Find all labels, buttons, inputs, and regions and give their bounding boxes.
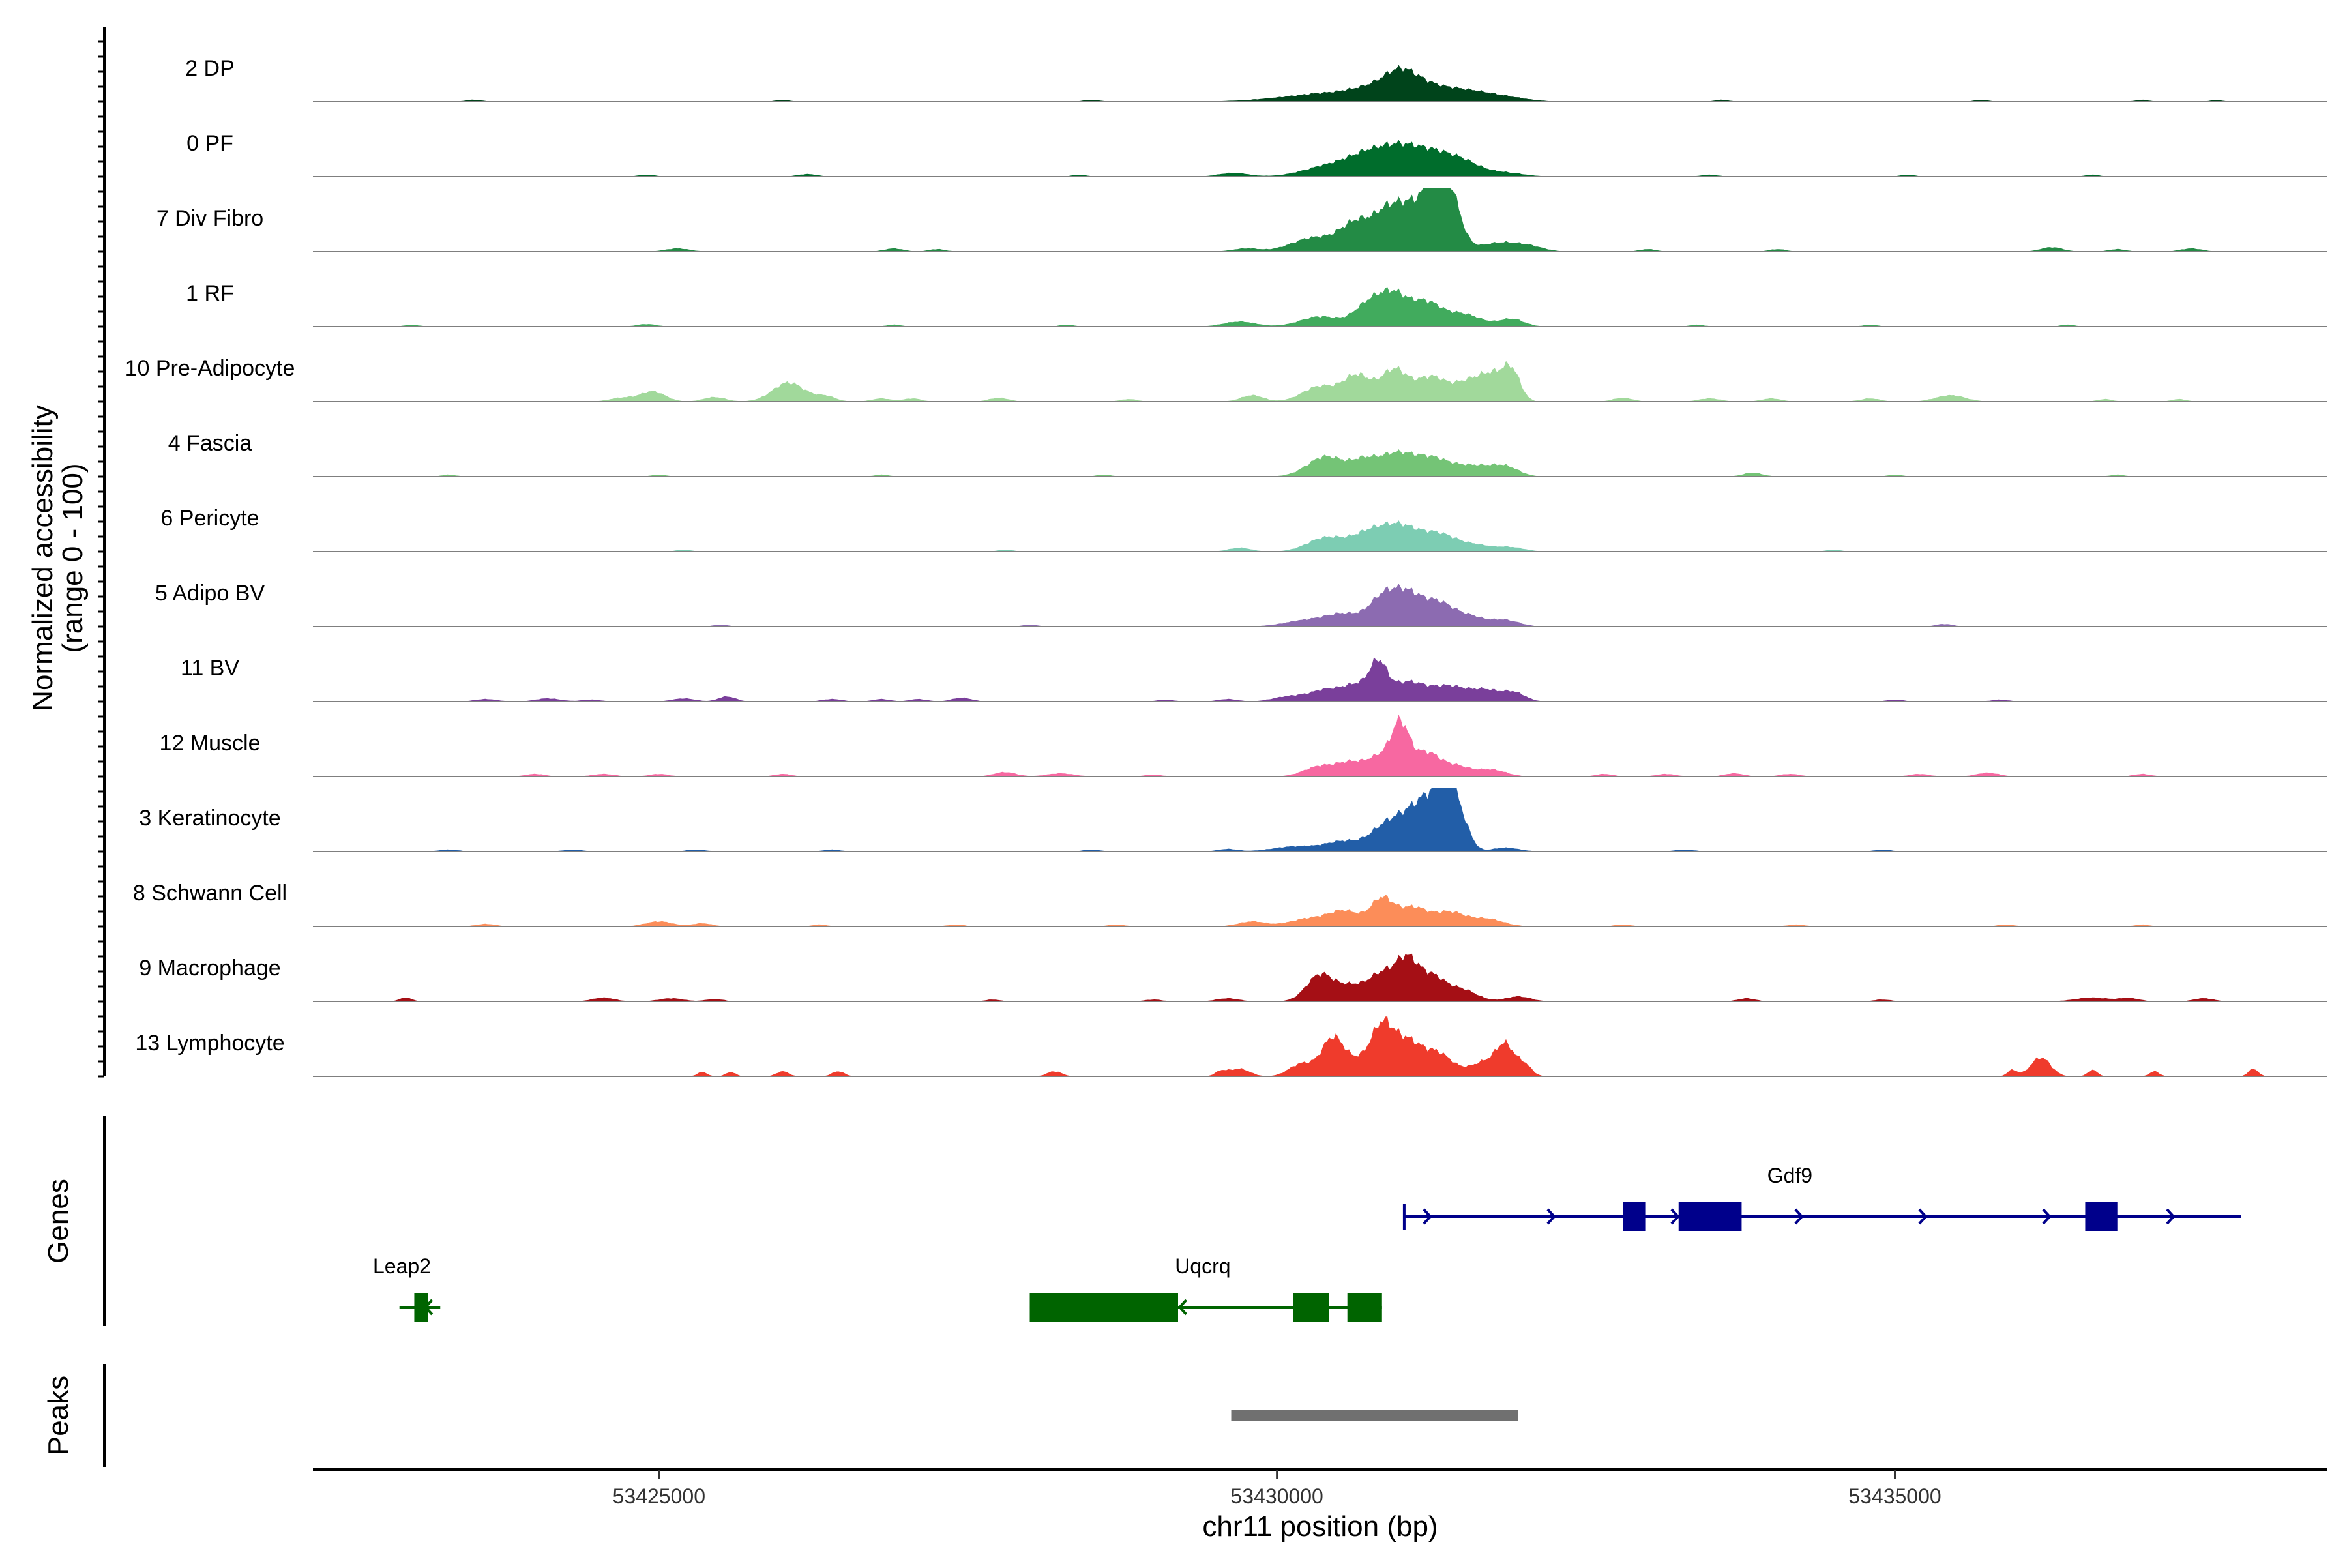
track-label: 0 PF bbox=[186, 131, 233, 156]
track-label: 5 Adipo BV bbox=[155, 581, 265, 606]
strand-arrow bbox=[1918, 1208, 1928, 1225]
track-6: 4 Fascia bbox=[168, 431, 2327, 477]
track-label: 13 Lymphocyte bbox=[135, 1031, 284, 1056]
track-10: 12 Muscle bbox=[160, 714, 2327, 777]
coverage-area bbox=[313, 895, 2327, 926]
track-label: 2 DP bbox=[185, 56, 235, 81]
coverage-area bbox=[313, 953, 2327, 1001]
x-tick-label: 53435000 bbox=[1848, 1485, 1941, 1508]
y-axis-title-line1: Normalized accessibility bbox=[27, 405, 59, 711]
peaks-axis-title: Peaks bbox=[42, 1376, 74, 1455]
strand-arrow bbox=[1794, 1208, 1804, 1225]
track-13: 9 Macrophage bbox=[139, 953, 2327, 1002]
y-axis-title-line2: (range 0 - 100) bbox=[57, 463, 89, 653]
coverage-area bbox=[313, 188, 2327, 252]
track-label: 3 Keratinocyte bbox=[139, 806, 280, 831]
exon bbox=[1678, 1202, 1742, 1231]
x-axis-ticks: 53425000 53430000 53435000 bbox=[613, 1470, 1941, 1508]
track-label: 1 RF bbox=[186, 281, 234, 306]
strand-arrow bbox=[2042, 1208, 2052, 1225]
track-14: 13 Lymphocyte bbox=[135, 1016, 2327, 1077]
x-axis-title: chr11 position (bp) bbox=[1202, 1511, 1438, 1543]
gene-label: Leap2 bbox=[373, 1254, 431, 1278]
track-label: 12 Muscle bbox=[160, 731, 261, 756]
coverage-tracks: 2 DP 0 PF 7 Div Fibro 1 RF 10 Pre-Adipocyte 4… bbox=[125, 56, 2327, 1077]
track-label: 9 Macrophage bbox=[139, 956, 280, 981]
track-7: 6 Pericyte bbox=[160, 506, 2327, 552]
track-label: 8 Schwann Cell bbox=[133, 881, 287, 906]
gene-uqcrq: Uqcrq bbox=[1029, 1254, 1382, 1322]
track-5: 10 Pre-Adipocyte bbox=[125, 356, 2327, 402]
coverage-area bbox=[313, 361, 2327, 402]
strand-arrow bbox=[1423, 1208, 1432, 1225]
coverage-area bbox=[313, 65, 2327, 102]
exon bbox=[1029, 1293, 1178, 1322]
gene-gdf9: Gdf9 bbox=[1402, 1164, 2241, 1231]
y-axis-ticks bbox=[98, 40, 104, 1078]
exon bbox=[2085, 1202, 2118, 1231]
exon bbox=[1347, 1293, 1382, 1322]
gene-label: Gdf9 bbox=[1767, 1164, 1812, 1187]
track-11: 3 Keratinocyte bbox=[139, 788, 2327, 852]
peak-bar bbox=[1231, 1410, 1518, 1421]
exon bbox=[1293, 1293, 1329, 1322]
coverage-area bbox=[313, 140, 2327, 177]
x-tick-label: 53425000 bbox=[613, 1485, 705, 1508]
coverage-area bbox=[313, 449, 2327, 477]
track-8: 5 Adipo BV bbox=[155, 581, 2327, 627]
track-4: 1 RF bbox=[186, 281, 2327, 327]
peak-regions bbox=[1231, 1410, 1518, 1421]
track-3: 7 Div Fibro bbox=[156, 188, 2327, 252]
track-9: 11 BV bbox=[181, 656, 2327, 702]
track-2: 0 PF bbox=[186, 131, 2327, 177]
track-label: 4 Fascia bbox=[168, 431, 252, 456]
gene-annotations: Gdf9 Uqcrq Leap2 bbox=[373, 1164, 2241, 1322]
genes-axis-title: Genes bbox=[42, 1179, 74, 1264]
track-label: 6 Pericyte bbox=[160, 506, 259, 531]
x-tick-label: 53430000 bbox=[1230, 1485, 1323, 1508]
strand-arrow bbox=[1546, 1208, 1556, 1225]
gene-leap2: Leap2 bbox=[373, 1254, 441, 1322]
track-label: 10 Pre-Adipocyte bbox=[125, 356, 295, 381]
gene-label: Uqcrq bbox=[1175, 1254, 1230, 1278]
strand-arrow bbox=[1670, 1208, 1680, 1225]
coverage-area bbox=[313, 286, 2327, 327]
track-12: 8 Schwann Cell bbox=[133, 881, 2327, 927]
strand-arrow bbox=[1177, 1299, 1187, 1316]
track-label: 11 BV bbox=[181, 656, 239, 681]
coverage-area bbox=[313, 657, 2327, 702]
exon bbox=[414, 1293, 428, 1322]
strand-arrow bbox=[2166, 1208, 2176, 1225]
exon bbox=[1623, 1202, 1646, 1231]
track-1: 2 DP bbox=[185, 56, 2327, 102]
coverage-area bbox=[313, 1016, 2327, 1076]
coverage-area bbox=[313, 520, 2327, 552]
track-label: 7 Div Fibro bbox=[156, 206, 263, 231]
